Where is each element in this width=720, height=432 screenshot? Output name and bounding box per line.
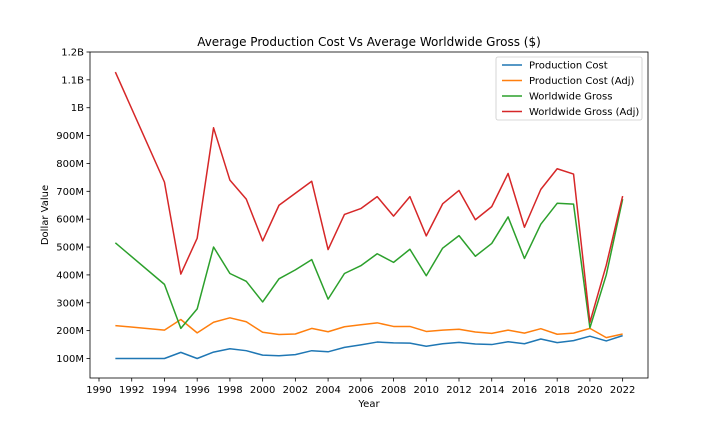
y-tick-label: 1.1B	[61, 75, 84, 86]
series-line-3	[114, 71, 624, 324]
x-tick-label: 1990	[86, 385, 111, 396]
y-tick-label: 400M	[56, 270, 84, 281]
series-line-1	[115, 317, 623, 339]
y-axis-title: Dollar Value	[40, 185, 51, 245]
legend-box	[495, 56, 643, 121]
legend-label-1: Production Cost (Adj)	[529, 76, 634, 87]
x-tick-label: 1996	[184, 385, 209, 396]
legend-label-3: Worldwide Gross (Adj)	[529, 107, 639, 118]
x-tick-label: 2006	[348, 385, 373, 396]
x-tick-label: 2014	[479, 385, 504, 396]
x-axis-title: Year	[357, 399, 380, 410]
x-tick-label: 2002	[283, 385, 308, 396]
x-tick-label: 2012	[446, 385, 471, 396]
y-tick-label: 1.2B	[61, 48, 84, 59]
x-tick-label: 1992	[119, 385, 144, 396]
series-line-2	[114, 198, 624, 330]
x-tick-label: 2016	[512, 385, 537, 396]
x-tick-label: 2010	[414, 385, 439, 396]
y-tick-label: 900M	[56, 131, 84, 142]
y-tick-label: 200M	[56, 326, 84, 337]
x-tick-label: 1994	[152, 385, 177, 396]
y-tick-label: 100M	[56, 354, 84, 365]
series-layer	[114, 71, 624, 360]
y-tick-label: 300M	[56, 298, 84, 309]
y-tick-label: 1B	[71, 103, 84, 114]
x-tick-label: 2020	[577, 385, 602, 396]
y-tick-label: 500M	[56, 243, 84, 254]
y-tick-label: 700M	[56, 187, 84, 198]
x-tick-label: 2000	[250, 385, 275, 396]
x-tick-label: 2004	[315, 385, 340, 396]
x-tick-label: 2018	[544, 385, 569, 396]
legend-label-0: Production Cost	[529, 61, 608, 72]
x-tick-label: 1998	[217, 385, 242, 396]
legend: Production Cost Production Cost (Adj) Worl…	[495, 56, 643, 121]
legend-label-2: Worldwide Gross	[529, 92, 612, 103]
chart-title: Average Production Cost Vs Average World…	[197, 35, 541, 49]
series-line-0	[115, 334, 623, 360]
x-tick-label: 2008	[381, 385, 406, 396]
x-tick-label: 2022	[610, 385, 635, 396]
y-axis: 100M 200M 300M 400M 500M 600M 700M 800M 900M 1B 1.…	[56, 48, 90, 365]
x-axis: 1990 1992 1994 1996 1998 2000 2002 2004 2006 2008…	[86, 378, 635, 396]
y-tick-label: 800M	[56, 159, 84, 170]
y-tick-label: 600M	[56, 215, 84, 226]
plot-frame	[89, 51, 649, 379]
